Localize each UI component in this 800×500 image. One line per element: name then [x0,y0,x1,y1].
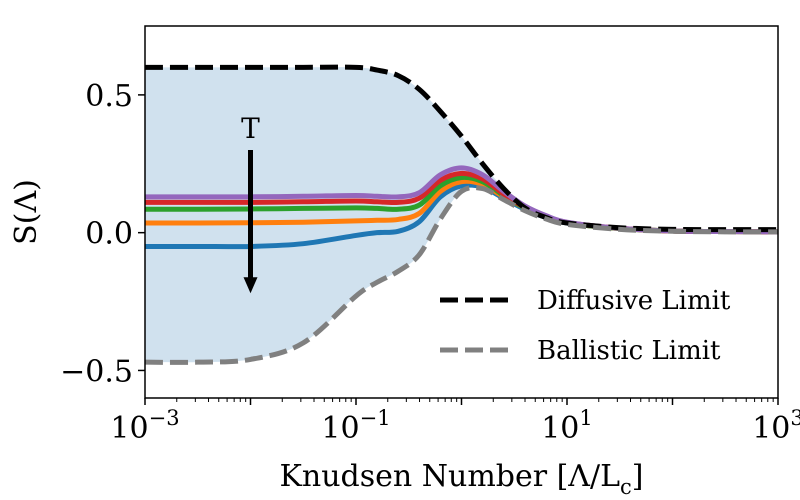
limit-band-fill [145,67,778,363]
plot-area [145,64,778,365]
y-tick-label: 0.5 [85,79,133,114]
y-tick-label: 0.0 [85,217,133,252]
x-axis-title: Knudsen Number [Λ/Lc] [279,459,643,499]
legend: Diffusive Limit Ballistic Limit [440,286,731,366]
legend-label: Diffusive Limit [537,286,731,316]
temperature-annotation: T [241,112,260,294]
x-tick-label: 10−3 [110,406,179,446]
legend-label: Ballistic Limit [537,336,721,366]
x-tick-label: 10−1 [321,406,390,446]
axis-titles: Knudsen Number [Λ/Lc] S(Λ) [9,179,644,499]
x-tick-label: 101 [541,406,593,446]
temperature-label: T [241,112,260,145]
y-tick-label: −0.5 [60,354,133,389]
temperature-arrow-head [243,277,258,294]
x-tick-label: 103 [752,406,800,446]
axis-ticks: −0.5 0.0 0.5 10−3 10−1 101 103 [60,79,800,446]
ballistic-limit-line [145,185,778,365]
y-axis-title: S(Λ) [9,179,44,245]
